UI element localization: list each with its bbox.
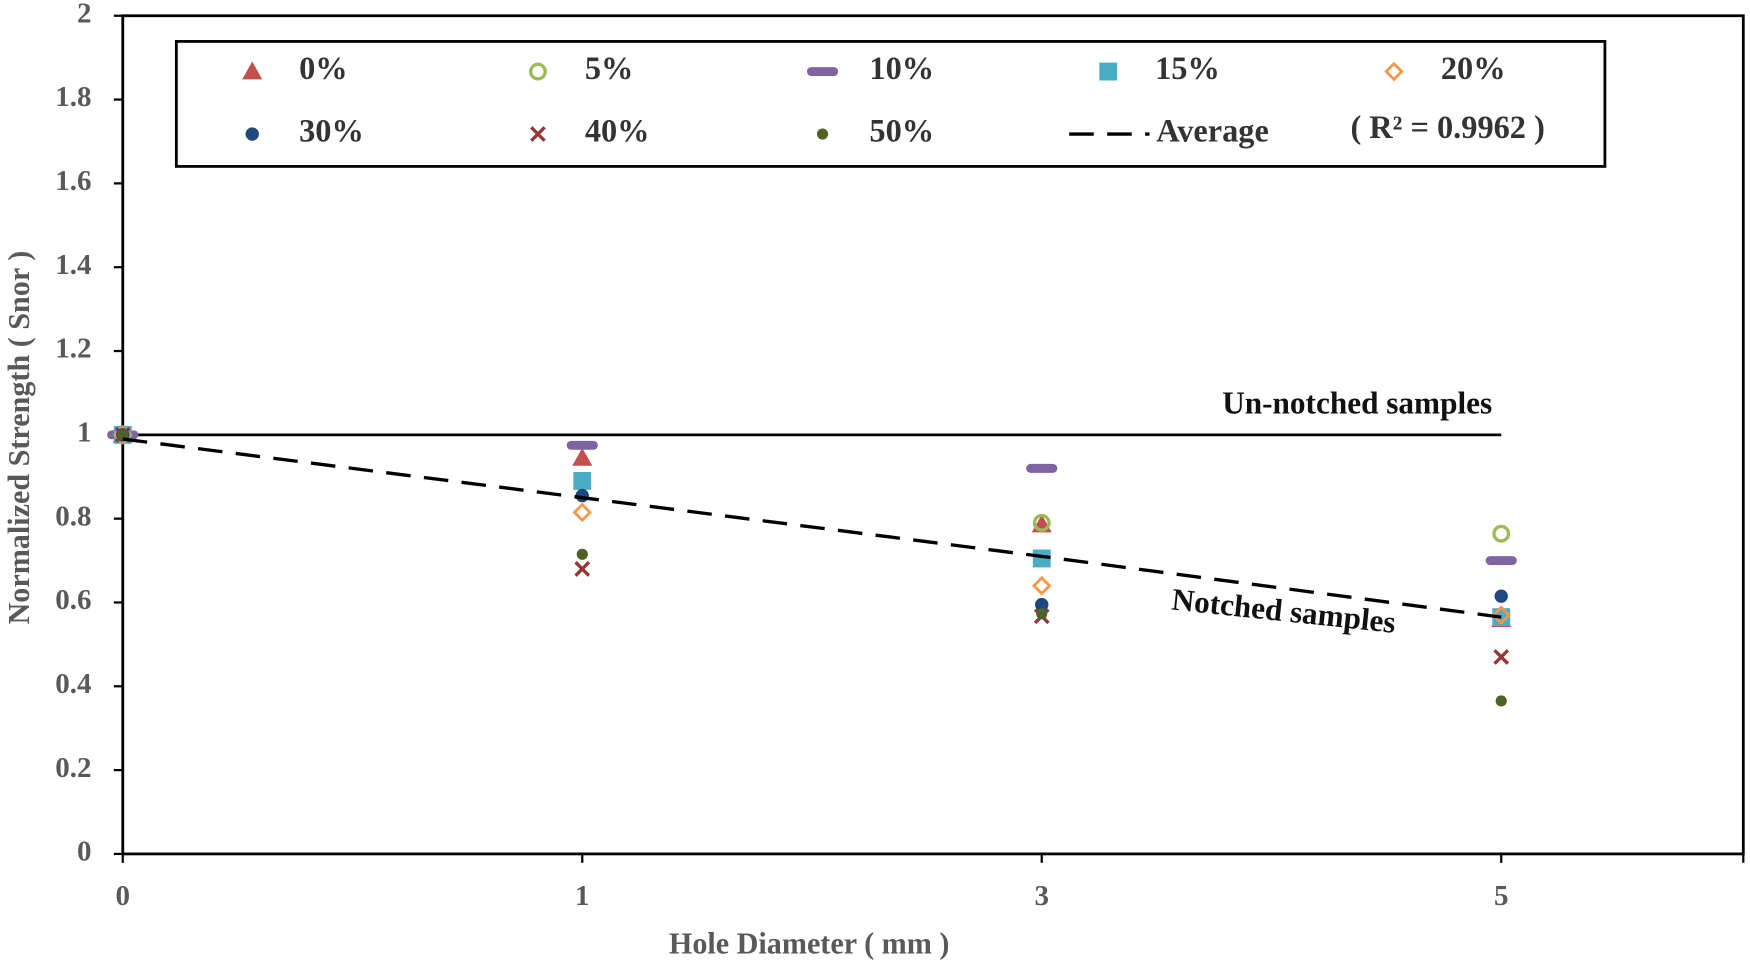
annotation: Notched samples [1170,581,1397,639]
y-tick-label: 1.2 [55,333,91,365]
y-tick-label: 1.4 [55,249,91,281]
x-tick-label: 1 [575,880,590,912]
marker [1035,597,1049,612]
reference-label: Un-notched samples [1222,386,1492,421]
x-axis-title: Hole Diameter ( mm ) [669,926,950,960]
marker [1491,605,1512,625]
marker [1495,695,1507,707]
legend-swatch [1384,61,1404,82]
legend-item: 5% [529,50,634,86]
marker [572,447,593,466]
x-tick-label: 5 [1494,880,1509,912]
legend-swatch [530,126,546,142]
legend-item: 15% [1099,50,1220,86]
y-tick-label: 1.6 [55,165,91,197]
marker [1031,575,1052,596]
legend-label: 0% [299,50,348,86]
average-line [122,437,1502,619]
legend-item: 0% [242,50,348,86]
y-tick-label: 1.8 [55,81,91,113]
legend-swatch [816,128,829,140]
legend-box [174,40,1607,168]
y-tick-label: 0.8 [55,500,91,532]
legend-label: 5% [585,50,634,86]
marker [573,472,592,490]
marker [1494,589,1508,603]
x-tick-label: 3 [1034,880,1049,912]
y-tick-label: 1 [77,416,92,448]
y-tick-label: 0.4 [55,668,91,700]
legend-item: 50% [816,112,934,148]
marker [117,429,129,441]
legend-item: Average [1069,112,1269,148]
legend-item: 20% [1384,50,1506,86]
legend-label: 30% [299,112,364,148]
marker [1492,524,1511,543]
y-tick-label: 0 [77,836,92,868]
legend-item: 40% [530,112,650,148]
r-squared: ( R² = 0.9962 ) [1350,109,1544,145]
legend-label: 15% [1155,50,1220,86]
legend-label: 40% [585,112,650,148]
marker [572,502,593,523]
legend-item: 30% [245,112,364,148]
legend-swatch [1099,62,1118,81]
legend-label: 10% [869,50,934,86]
legend-label: Average [1156,112,1269,148]
legend-swatch [529,62,547,81]
legend-item: 10% [806,50,934,86]
y-tick-label: 0.6 [55,584,91,616]
marker [1032,513,1051,532]
y-axis-title: Normalized Strength ( Snor ) [2,251,36,625]
marker [1493,649,1510,665]
legend-label: 50% [869,112,934,148]
y-tick-label: 0.2 [55,752,91,784]
marker [574,561,591,577]
marker [1032,549,1051,568]
x-tick-label: 0 [116,880,130,912]
marker [576,548,588,560]
y-tick-label: 2 [77,0,92,29]
marker [1036,608,1048,620]
legend-label: 20% [1441,50,1506,86]
legend-swatch [245,127,259,141]
legend-swatch [242,61,263,80]
